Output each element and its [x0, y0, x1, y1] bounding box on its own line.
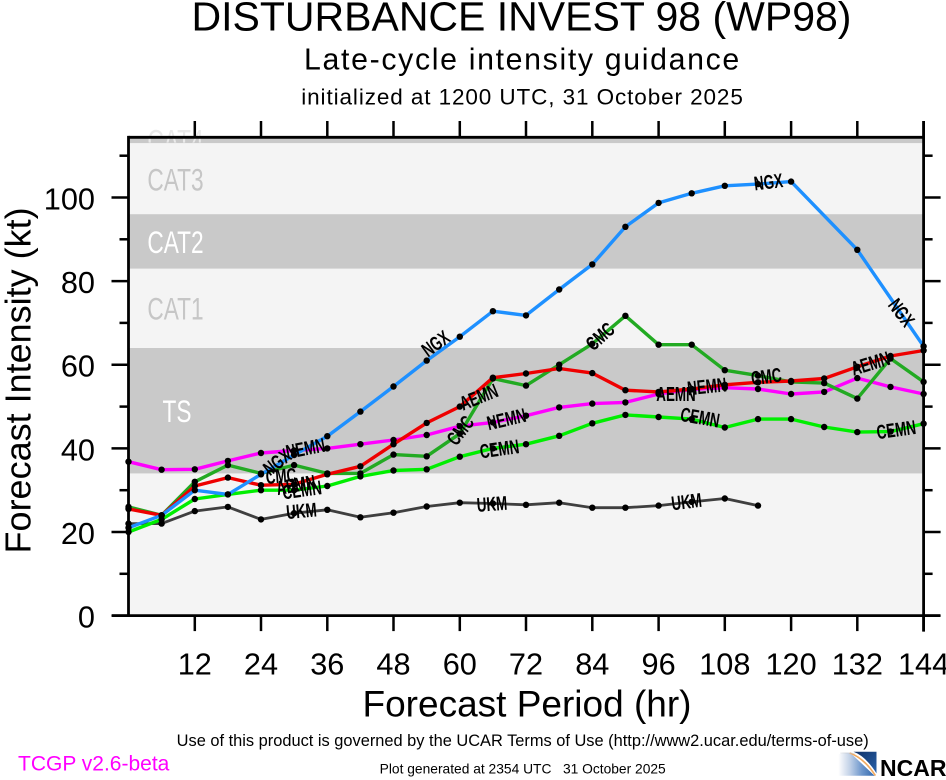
svg-text:48: 48 — [376, 647, 410, 682]
svg-text:TCGP v2.6-beta: TCGP v2.6-beta — [18, 753, 170, 776]
svg-text:72: 72 — [509, 647, 543, 682]
svg-text:CEMN: CEMN — [478, 436, 520, 464]
svg-text:84: 84 — [575, 647, 609, 682]
svg-text:60: 60 — [61, 349, 95, 384]
svg-text:CMC: CMC — [265, 464, 297, 488]
svg-text:60: 60 — [443, 647, 477, 682]
svg-text:96: 96 — [642, 647, 676, 682]
svg-text:UKM: UKM — [476, 492, 508, 516]
svg-text:12: 12 — [178, 647, 212, 682]
svg-text:CEMN: CEMN — [875, 416, 917, 444]
svg-text:NGX: NGX — [753, 169, 785, 195]
svg-text:108: 108 — [699, 647, 750, 682]
svg-text:CMC: CMC — [750, 364, 783, 390]
svg-text:CAT1: CAT1 — [147, 291, 203, 327]
svg-text:CEMN: CEMN — [281, 477, 323, 505]
svg-text:initialized at 1200 UTC, 31 Oc: initialized at 1200 UTC, 31 October 2025 — [301, 85, 743, 110]
svg-text:Use of this product is governe: Use of this product is governed by the U… — [177, 732, 869, 750]
svg-text:Forecast Period (hr): Forecast Period (hr) — [363, 684, 692, 725]
svg-text:132: 132 — [832, 647, 883, 682]
svg-text:24: 24 — [244, 647, 278, 682]
svg-text:Forecast Intensity (kt): Forecast Intensity (kt) — [0, 207, 39, 553]
svg-text:0: 0 — [78, 600, 95, 635]
svg-text:AEMN: AEMN — [656, 383, 695, 405]
svg-text:UKM: UKM — [285, 499, 317, 524]
svg-text:40: 40 — [61, 432, 95, 467]
svg-text:100: 100 — [44, 182, 95, 217]
svg-text:NEMN: NEMN — [686, 374, 728, 400]
svg-text:120: 120 — [765, 647, 816, 682]
svg-text:36: 36 — [310, 647, 344, 682]
svg-text:80: 80 — [61, 265, 95, 300]
svg-text:CAT3: CAT3 — [147, 162, 203, 198]
svg-text:144: 144 — [898, 647, 946, 682]
svg-text:UKM: UKM — [670, 489, 703, 515]
svg-text:Late-cycle intensity guidance: Late-cycle intensity guidance — [304, 44, 741, 77]
svg-text:DISTURBANCE INVEST 98 (WP98): DISTURBANCE INVEST 98 (WP98) — [192, 0, 852, 40]
svg-text:20: 20 — [61, 516, 95, 551]
svg-text:NCAR: NCAR — [880, 755, 946, 780]
svg-text:TS: TS — [163, 393, 192, 429]
svg-text:CAT2: CAT2 — [147, 224, 203, 260]
svg-text:Plot generated at 2354 UTC 3: Plot generated at 2354 UTC 31 October 20… — [380, 761, 666, 776]
